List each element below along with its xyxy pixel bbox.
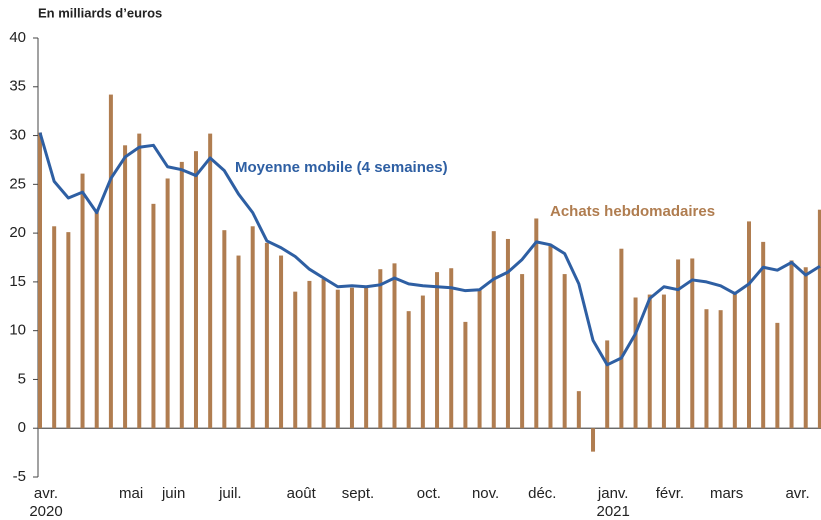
bar — [647, 294, 652, 429]
bar — [52, 226, 57, 429]
x-tick-label: août — [287, 485, 317, 502]
line — [38, 132, 821, 367]
bar — [236, 255, 241, 429]
bar — [718, 310, 723, 429]
bar — [576, 391, 581, 429]
y-tick-label: 30 — [9, 127, 26, 144]
bar — [38, 132, 42, 429]
y-tick-label: 0 — [18, 419, 26, 436]
bar — [406, 311, 411, 429]
x-tick-label: juil. — [218, 485, 242, 502]
bar — [66, 232, 71, 429]
bar — [264, 242, 269, 429]
bar — [463, 321, 468, 429]
bar — [94, 210, 99, 429]
bar — [364, 287, 369, 429]
bar — [591, 428, 596, 452]
bar — [449, 268, 454, 429]
bar — [435, 272, 440, 429]
bar — [548, 245, 553, 429]
y-tick-label: 20 — [9, 224, 26, 241]
bar — [732, 291, 737, 429]
bar — [747, 221, 751, 429]
bar — [151, 203, 156, 429]
bar — [803, 267, 808, 429]
x-tick-label: janv. 2021 — [597, 485, 630, 520]
y-tick-label: 10 — [9, 322, 26, 339]
bar — [534, 218, 539, 429]
bar — [222, 230, 227, 429]
x-tick-label: sept. — [342, 485, 375, 502]
bar — [193, 151, 198, 429]
bar — [761, 241, 766, 429]
bar — [661, 294, 666, 429]
y-tick-label: 25 — [9, 175, 26, 192]
y-axis-label: En milliards d’euros — [38, 5, 162, 20]
bar — [378, 269, 383, 429]
bar — [633, 297, 638, 429]
bar — [179, 161, 184, 429]
x-tick-label: mai — [119, 485, 143, 502]
x-tick-label: avr. — [785, 485, 809, 502]
bar — [605, 340, 610, 429]
x-tick-label: nov. — [472, 485, 499, 502]
bar — [108, 94, 113, 429]
bar — [520, 274, 525, 429]
bar — [321, 278, 326, 429]
bar — [392, 263, 397, 429]
x-tick-label: déc. — [528, 485, 556, 502]
bar — [335, 289, 340, 429]
bar — [349, 287, 354, 429]
x-tick-label: oct. — [417, 485, 441, 502]
bar — [165, 178, 170, 429]
bar — [817, 209, 821, 429]
bar — [208, 133, 213, 429]
bar — [420, 295, 425, 429]
bar — [293, 291, 298, 429]
bar — [137, 133, 142, 429]
bar — [477, 289, 482, 429]
x-tick-label: avr. 2020 — [29, 485, 62, 520]
x-tick-label: juin — [161, 485, 185, 502]
x-tick-label: févr. — [656, 485, 684, 502]
y-tick-label: 5 — [18, 370, 26, 387]
series-annotation: Achats hebdomadaires — [550, 203, 715, 220]
y-tick-label: 35 — [9, 78, 26, 95]
bar — [80, 173, 85, 429]
bar — [676, 259, 681, 429]
bar — [690, 258, 695, 429]
y-tick-label: 15 — [9, 273, 26, 290]
bar — [704, 309, 709, 429]
bar — [775, 322, 780, 429]
bar — [307, 280, 312, 429]
series-annotation: Moyenne mobile (4 semaines) — [235, 159, 448, 176]
y-tick-label: 40 — [9, 29, 26, 46]
y-tick-label: -5 — [13, 468, 26, 485]
x-tick-label: mars — [710, 485, 743, 502]
bar — [279, 255, 284, 429]
bar — [619, 248, 624, 429]
bar — [250, 226, 255, 429]
bar — [491, 231, 496, 429]
bar — [505, 238, 510, 429]
bar — [562, 274, 567, 429]
bar — [123, 145, 128, 429]
bar — [789, 260, 794, 429]
